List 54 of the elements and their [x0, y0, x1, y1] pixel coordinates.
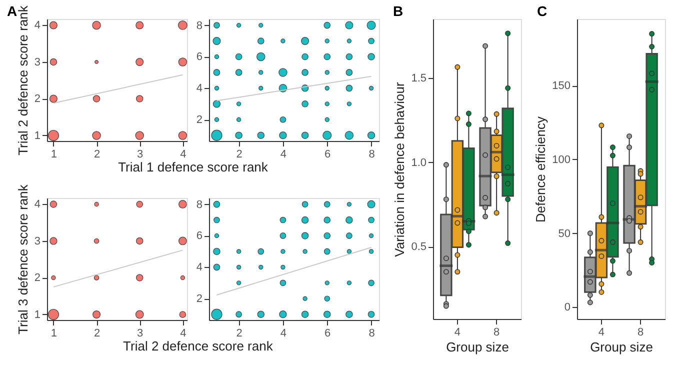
chart-title: C	[537, 3, 548, 19]
x-axis-title: Group size	[446, 340, 509, 354]
x-tick-label: 6	[324, 148, 331, 160]
y-tick-label: 2	[196, 114, 202, 126]
y-tick-label: 50	[558, 228, 570, 240]
x-tick-label: 3	[137, 148, 144, 160]
y-axis-title: Trial 3 defence score rank	[15, 184, 30, 334]
y-tick-label: 8	[196, 20, 202, 32]
y-tick-label: 2	[34, 93, 40, 106]
y-tick-label: 1	[34, 308, 40, 321]
y-tick-label: 1	[34, 130, 40, 142]
y-tick-label: 0	[564, 302, 570, 314]
y-tick-label: 4	[34, 198, 40, 211]
y-tick-label: 2	[34, 272, 40, 284]
x-tick-label: 6	[324, 328, 331, 340]
x-tick-label: 4	[180, 328, 186, 340]
x-tick-label: 2	[94, 328, 100, 340]
y-axis-title: Defence efficiency	[533, 116, 548, 222]
x-tick-label: 8	[368, 148, 375, 160]
chart-title: A	[7, 3, 18, 19]
y-axis-title: Variation in defence behaviour	[392, 82, 408, 257]
x-tick-label: 4	[280, 328, 287, 340]
y-tick-label: 3	[34, 56, 40, 68]
chart-title: B	[393, 3, 404, 19]
y-tick-label: 100	[552, 154, 570, 166]
y-tick-label: 6	[196, 230, 202, 242]
x-tick-label: 2	[94, 148, 100, 160]
x-tick-label: 4	[598, 326, 605, 338]
x-tick-label: 8	[368, 328, 375, 340]
x-tick-label: 1	[50, 328, 58, 340]
x-tick-label: 8	[637, 326, 644, 338]
y-tick-label: 6	[196, 51, 202, 64]
y-tick-label: 150	[552, 80, 570, 92]
y-tick-label: 2	[196, 293, 202, 306]
y-tick-label: 0.5	[411, 241, 426, 254]
x-tick-label: 4	[454, 326, 461, 338]
y-tick-label: 4	[34, 20, 40, 32]
y-tick-label: 1.5	[411, 72, 426, 84]
x-tick-label: 4	[280, 148, 287, 160]
x-tick-label: 4	[180, 148, 186, 160]
x-tick-label: 2	[236, 328, 242, 340]
y-axis-title: Trial 2 defence score rank	[15, 5, 30, 156]
y-tick-label: 1.0	[411, 156, 426, 169]
x-tick-label: 2	[236, 148, 242, 160]
x-axis-title: Trial 1 defence score rank	[118, 160, 268, 174]
x-tick-label: 3	[137, 328, 144, 340]
y-tick-label: 4	[196, 82, 202, 95]
y-tick-label: 3	[34, 235, 40, 248]
x-axis-title: Trial 2 defence score rank	[123, 338, 274, 354]
y-tick-label: 4	[196, 262, 202, 274]
y-tick-label: 8	[196, 198, 202, 211]
x-axis-title: Group size	[590, 340, 653, 354]
x-tick-label: 1	[50, 148, 58, 160]
x-tick-label: 8	[493, 326, 500, 338]
